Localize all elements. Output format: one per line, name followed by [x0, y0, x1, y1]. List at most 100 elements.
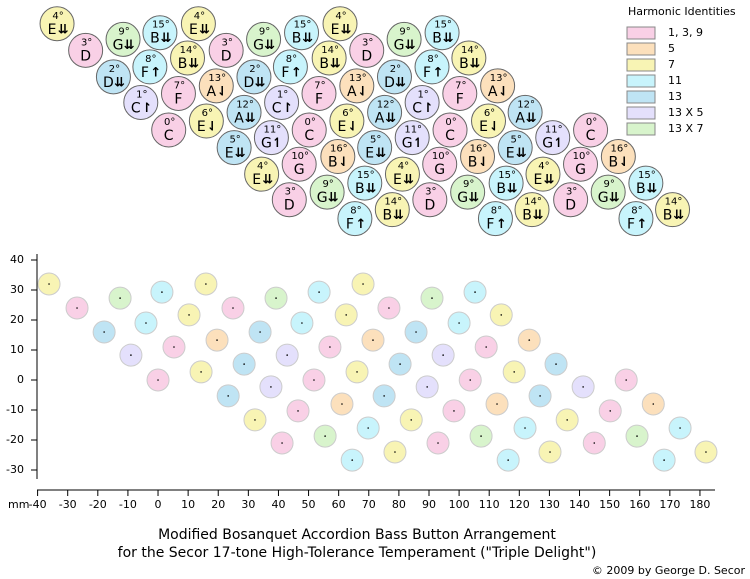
button-accidental: ↑ [291, 65, 302, 80]
x-tick-label: 0 [155, 498, 162, 511]
x-tick-label: 40 [271, 498, 285, 511]
button-accidental: ⇃ [619, 155, 630, 170]
button [535, 120, 571, 156]
button-note: B [382, 208, 392, 224]
button [384, 156, 420, 192]
point-center [301, 322, 303, 324]
button-note: C [131, 100, 141, 116]
y-tick-label: 40 [10, 253, 24, 266]
button-degree: 12° [236, 99, 254, 110]
button-degree: 16° [330, 144, 348, 155]
button-note: C [586, 128, 596, 144]
point-center [259, 331, 261, 333]
button-degree: 11° [545, 125, 563, 136]
button-accidental: ⇊ [393, 208, 404, 223]
button-accidental: ⇊ [385, 111, 396, 126]
button-degree: 8° [491, 206, 502, 217]
button-note: C [272, 100, 282, 116]
button [471, 103, 507, 139]
button-note: G [457, 190, 468, 206]
button-accidental: ⇊ [199, 22, 210, 37]
button-note: F [141, 65, 149, 81]
button-note: F [315, 91, 323, 107]
button [329, 103, 365, 139]
x-tick-label: -40 [29, 498, 47, 511]
button-note: B [150, 31, 160, 47]
point-center [76, 307, 78, 309]
button-note: E [252, 172, 261, 188]
button-note: B [459, 56, 469, 72]
x-tick-label: 130 [539, 498, 560, 511]
button-accidental: ⇊ [507, 182, 518, 197]
point-center [367, 427, 369, 429]
button-accidental: ⇊ [544, 173, 555, 188]
button-note: A [488, 84, 498, 100]
point-center [426, 386, 428, 388]
button-degree: 14° [180, 45, 198, 56]
point-center [539, 395, 541, 397]
legend-swatch [626, 26, 656, 40]
button-note: D [565, 198, 576, 214]
button-accidental: ⇊ [673, 208, 684, 223]
button-accidental: ⇊ [262, 173, 273, 188]
point-center [200, 371, 202, 373]
button-degree: 4° [194, 11, 205, 22]
point-center [555, 363, 557, 365]
button [301, 75, 337, 111]
button [272, 49, 308, 85]
button-note: C [304, 128, 314, 144]
button [525, 156, 561, 192]
button-degree: 12° [377, 99, 395, 110]
point-center [513, 371, 515, 373]
point-center [356, 371, 358, 373]
x-tick-label: 120 [509, 498, 530, 511]
button-note: D [384, 75, 395, 91]
button-note: B [636, 181, 646, 197]
y-tick-label: 30 [10, 283, 24, 296]
point-center [161, 291, 163, 293]
button-note: A [234, 110, 244, 126]
legend-label: 13 X 5 [668, 106, 704, 119]
button-note: B [178, 56, 188, 72]
button-degree: 7° [314, 80, 325, 91]
button-note: C [412, 100, 422, 116]
button-note: E [189, 22, 198, 38]
button [337, 201, 373, 237]
button-degree: 15° [498, 170, 516, 181]
button [309, 174, 345, 210]
button-note: F [174, 91, 182, 107]
x-tick-label: 100 [449, 498, 470, 511]
button-note: F [423, 65, 431, 81]
button [68, 32, 104, 68]
x-tick-label: -30 [59, 498, 77, 511]
button [216, 130, 252, 166]
button-degree: 3° [81, 37, 92, 48]
button [404, 84, 440, 120]
button-accidental: ⇊ [114, 75, 125, 90]
button-accidental: ⇊ [395, 75, 406, 90]
button-note: F [456, 91, 464, 107]
button-degree: 1° [136, 89, 147, 100]
point-center [216, 339, 218, 341]
point-center [243, 363, 245, 365]
point-center [383, 395, 385, 397]
point-center [485, 346, 487, 348]
button-degree: 8° [427, 54, 438, 65]
button-degree: 15° [638, 170, 656, 181]
button-degree: 16° [470, 144, 488, 155]
button-degree: 7° [455, 80, 466, 91]
button-degree: 14° [524, 197, 542, 208]
point-center [431, 297, 433, 299]
point-center [663, 459, 665, 461]
button [460, 139, 496, 175]
x-tick-label: 70 [362, 498, 376, 511]
button-degree: 3° [425, 187, 436, 198]
button-degree: 16° [610, 144, 628, 155]
button-note: B [496, 181, 506, 197]
button-note: A [515, 110, 525, 126]
button [573, 112, 609, 148]
button [422, 146, 458, 182]
button-note: B [468, 155, 478, 171]
button [600, 139, 636, 175]
button-degree: 13° [208, 73, 226, 84]
